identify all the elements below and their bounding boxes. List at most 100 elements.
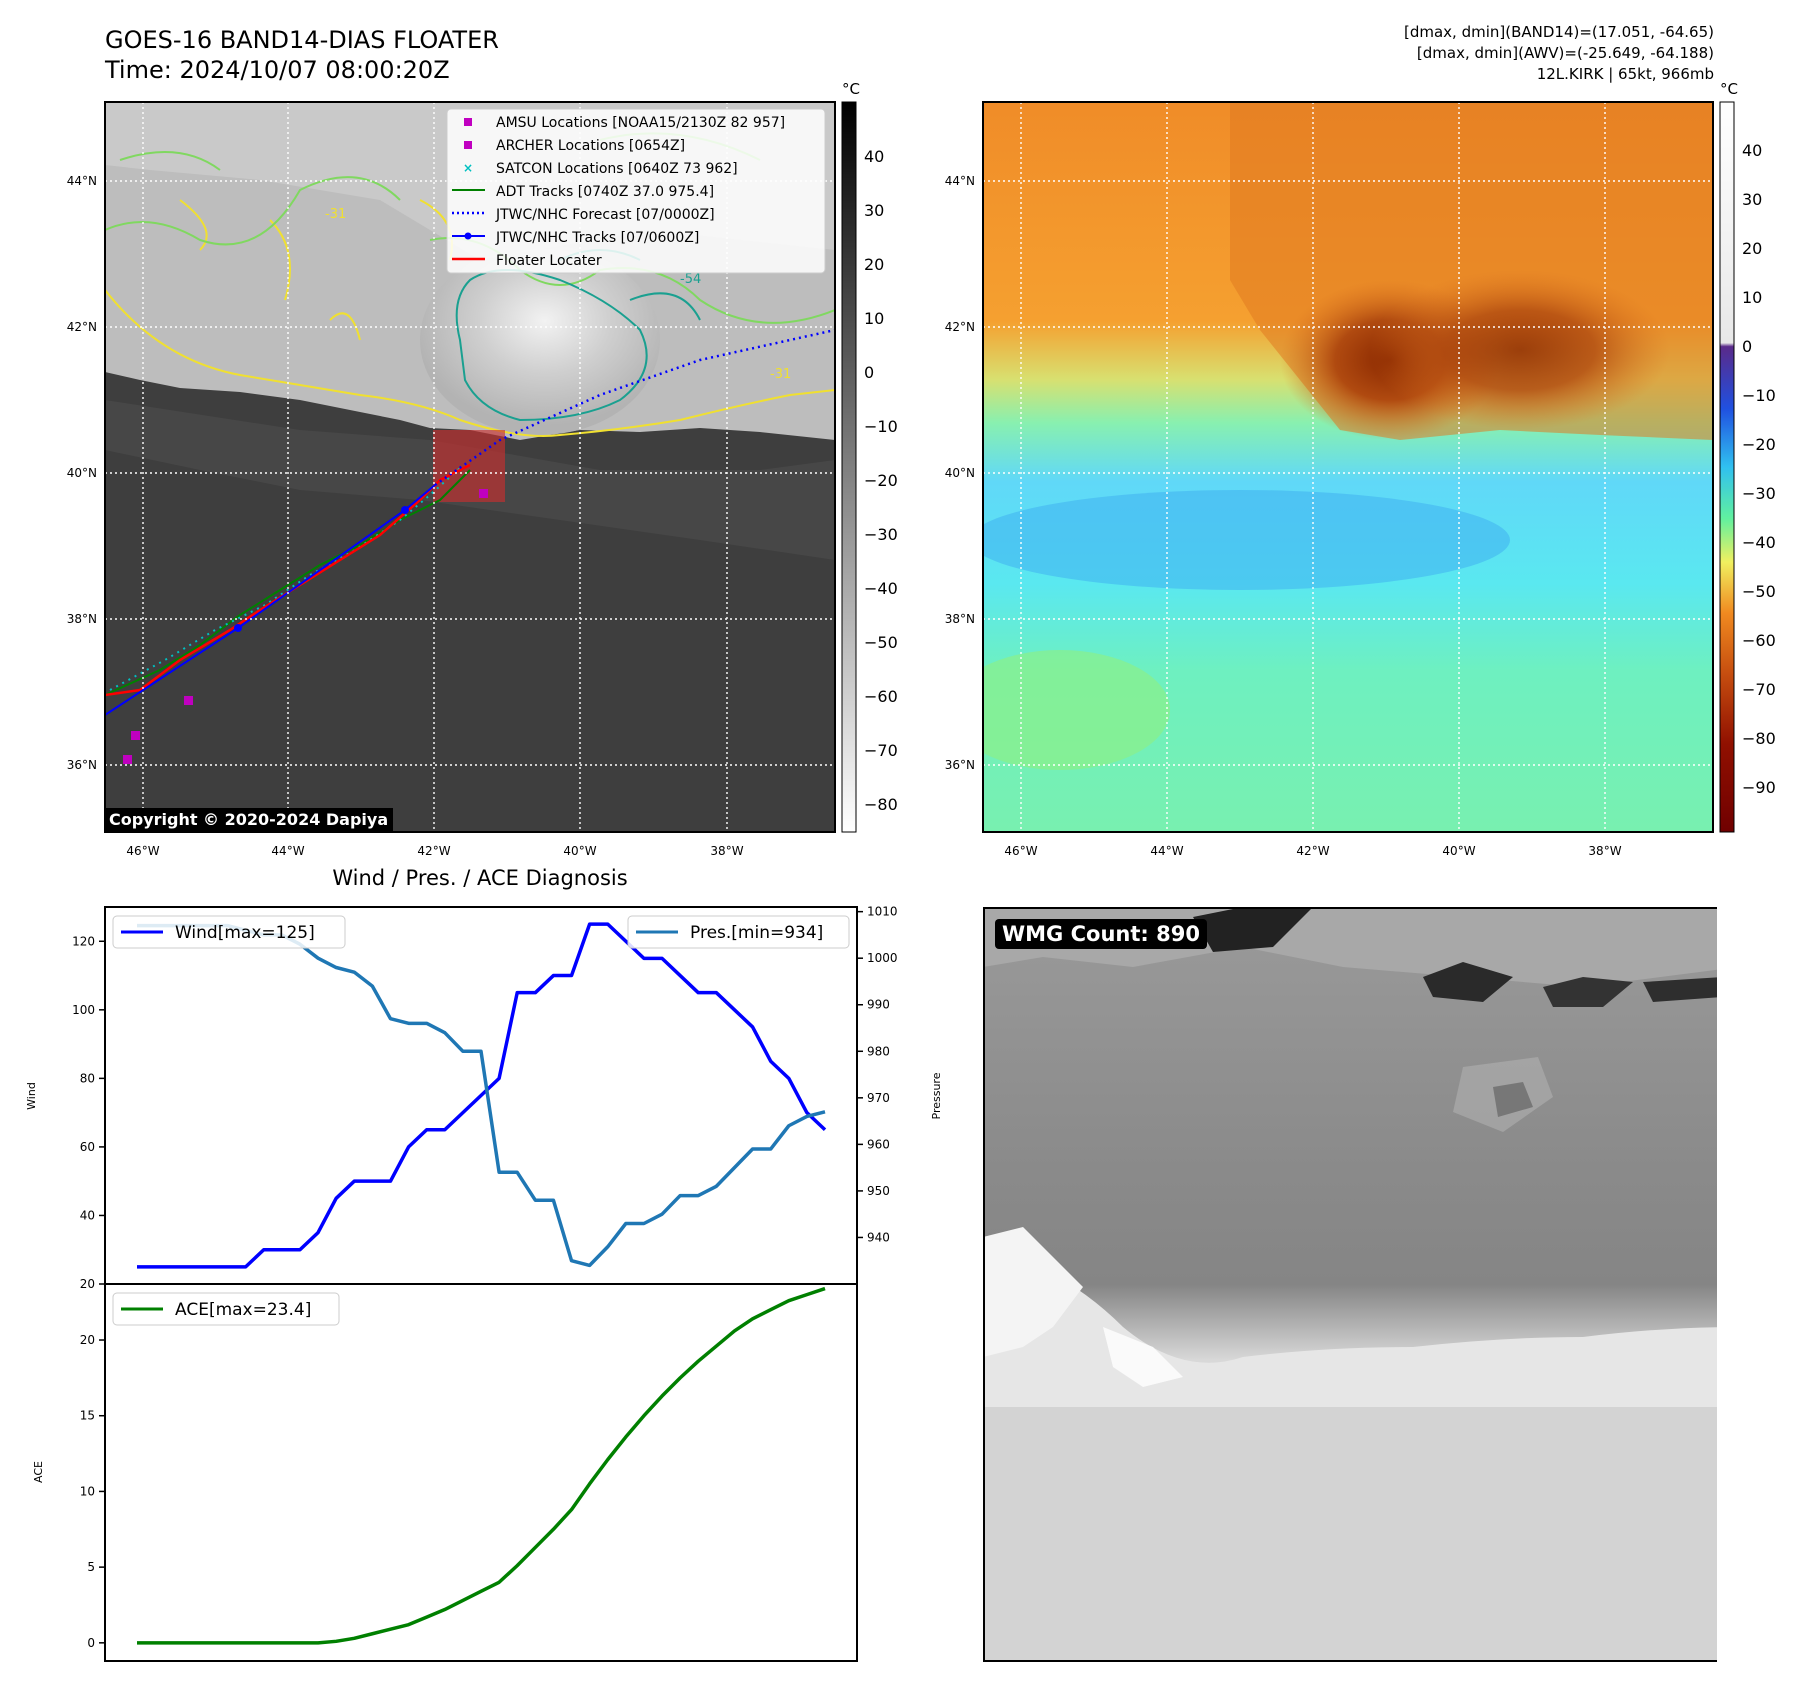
svg-text:44°N: 44°N [67,174,97,188]
svg-text:−30: −30 [864,525,898,544]
awv-colorbar-unit: °C [1720,80,1738,98]
svg-text:44°N: 44°N [945,174,975,188]
legend-label: ARCHER Locations [0654Z] [496,138,685,154]
wind-tick-label: 100 [72,1003,95,1017]
contour-label: -31 [325,207,346,222]
awv-lat-labels: 44°N 42°N 40°N 38°N 36°N [945,174,975,772]
svg-text:0: 0 [1742,337,1752,356]
wind-series-line [137,922,827,1269]
svg-text:−30: −30 [1742,484,1776,503]
svg-text:38°N: 38°N [67,612,97,626]
pressure-tick-label: 980 [867,1044,890,1058]
ace-axis-label: ACE [32,1461,45,1483]
svg-text:40°W: 40°W [563,844,596,858]
ace-tick-label: 20 [80,1333,95,1347]
svg-text:−50: −50 [1742,582,1776,601]
info-band14-range: [dmax, dmin](BAND14)=(17.051, -64.65) [1403,23,1714,41]
awv-colorbar-ticks: 40 30 20 10 0 −10 −20 −30 −40 −50 −60 −7… [1742,141,1776,797]
svg-text:44°W: 44°W [271,844,304,858]
wmg-count-badge: WMG Count: 890 [995,919,1207,949]
legend-amsu-marker [464,118,472,126]
svg-text:42°N: 42°N [67,320,97,334]
svg-text:−40: −40 [1742,533,1776,552]
svg-text:0: 0 [864,363,874,382]
pressure-tick-label: 970 [867,1091,890,1105]
wind-tick-label: 20 [80,1277,95,1291]
page-title: GOES-16 BAND14-DIAS FLOATER [105,26,499,54]
svg-text:10: 10 [864,309,884,328]
svg-text:36°N: 36°N [67,758,97,772]
svg-text:38°N: 38°N [945,612,975,626]
pressure-axis-label: Pressure [930,1072,943,1119]
legend-label: AMSU Locations [NOAA15/2130Z 82 957] [496,115,785,131]
wind-tick-label: 80 [80,1071,95,1085]
awv-map [983,102,1713,832]
svg-text:40°N: 40°N [945,466,975,480]
pressure-tick-label: 960 [867,1137,890,1151]
svg-text:−10: −10 [1742,386,1776,405]
pressure-legend-label: Pres.[min=934] [690,923,823,943]
svg-text:−50: −50 [864,633,898,652]
svg-text:−40: −40 [864,579,898,598]
pressure-tick-label: 990 [867,998,890,1012]
svg-text:−60: −60 [1742,631,1776,650]
ace-tick-label: 0 [87,1636,95,1650]
ir-lat-labels: 44°N 42°N 40°N 38°N 36°N [67,174,97,772]
contour-label: -31 [770,367,791,382]
svg-text:40°W: 40°W [1442,844,1475,858]
svg-text:42°W: 42°W [417,844,450,858]
svg-text:−20: −20 [1742,435,1776,454]
svg-text:46°W: 46°W [1004,844,1037,858]
ace-tick-label: 15 [80,1409,95,1423]
diagnosis-title: Wind / Pres. / ACE Diagnosis [332,866,627,890]
pressure-tick-label: 950 [867,1184,890,1198]
timestamp: Time: 2024/10/07 08:00:20Z [105,56,450,84]
svg-text:40°N: 40°N [67,466,97,480]
wind-axis-label: Wind [25,1082,38,1110]
awv-lon-labels: 46°W 44°W 42°W 40°W 38°W [1004,844,1621,858]
svg-text:38°W: 38°W [1588,844,1621,858]
info-storm: 12L.KIRK | 65kt, 966mb [1536,65,1714,83]
svg-text:10: 10 [1742,288,1762,307]
wind-legend-label: Wind[max=125] [175,923,315,943]
legend-label: Floater Locater [496,253,602,269]
svg-text:30: 30 [864,201,884,220]
awv-map-grid [983,102,1713,832]
ace-tick-label: 10 [80,1484,95,1498]
awv-colorbar [1719,101,1735,833]
wind-tick-label: 120 [72,934,95,948]
legend-label: SATCON Locations [0640Z 73 962] [496,161,738,177]
svg-text:−10: −10 [864,417,898,436]
wind-tick-label: 60 [80,1140,95,1154]
svg-text:38°W: 38°W [710,844,743,858]
legend-label: ADT Tracks [0740Z 37.0 975.4] [496,184,714,200]
legend-label: JTWC/NHC Tracks [07/0600Z] [495,230,699,246]
svg-text:−70: −70 [1742,680,1776,699]
ir-map-panel: -54 -31 -31 44°N42°N 40°N38°N 36°N 46°W 4… [67,80,1776,858]
svg-text:42°W: 42°W [1296,844,1329,858]
pressure-tick-label: 1010 [867,905,898,919]
ir-colorbar [841,101,857,833]
svg-text:20: 20 [1742,239,1762,258]
ir-colorbar-ticks: 40 30 20 10 0 −10 −20 −30 −40 −50 −60 −7… [864,147,898,814]
svg-text:42°N: 42°N [945,320,975,334]
copyright-label: Copyright © 2020-2024 Dapiya [104,808,394,831]
svg-text:−70: −70 [864,741,898,760]
ir-map-legend: × AMSU Locations [NOAA15/2130Z 82 957] A… [446,108,826,274]
svg-text:−80: −80 [1742,729,1776,748]
ace-frame [104,1283,858,1662]
legend-archer-marker [464,141,472,149]
ir-lon-labels: 46°W 44°W 42°W 40°W 38°W [126,844,743,858]
ace-legend-label: ACE[max=23.4] [175,1300,311,1320]
ace-series-line [137,1286,826,1645]
svg-text:−80: −80 [864,795,898,814]
svg-text:46°W: 46°W [126,844,159,858]
wind-legend: Wind[max=125] [112,915,346,949]
svg-text:30: 30 [1742,190,1762,209]
pressure-tick-label: 1000 [867,951,898,965]
svg-text:−90: −90 [1742,778,1776,797]
wmg-panel [983,907,1717,1662]
legend-satcon-marker: × [463,161,473,175]
pressure-legend: Pres.[min=934] [627,915,850,949]
legend-label: JTWC/NHC Forecast [07/0000Z] [495,207,715,223]
